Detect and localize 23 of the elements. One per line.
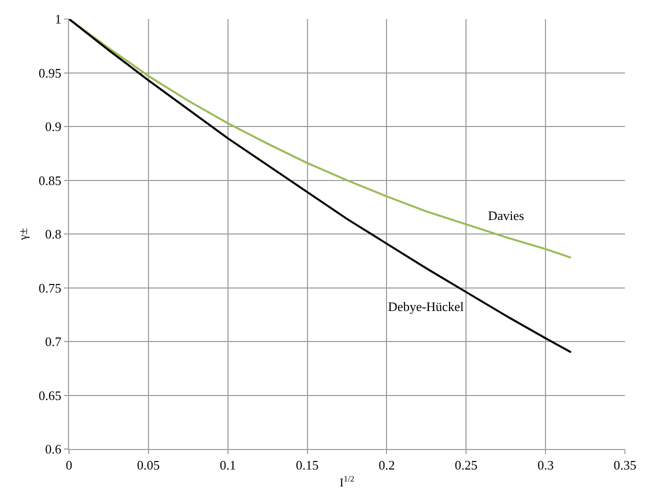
- series-label: Debye-Hückel: [388, 299, 464, 314]
- x-axis-title: I$^{1/2}$: [340, 474, 354, 490]
- y-tick-label: 0.9: [45, 119, 62, 134]
- y-tick-label: 0.65: [38, 388, 62, 403]
- x-tick-label: 0: [66, 458, 72, 473]
- x-tick-label: 0.3: [537, 458, 554, 473]
- y-tick-label: 0.6: [45, 442, 62, 457]
- series-label: Davies: [488, 208, 524, 223]
- x-tick-label: 0.15: [296, 458, 319, 473]
- y-tick-label: 0.85: [38, 172, 62, 188]
- x-tick-label: 0.05: [137, 458, 160, 473]
- y-tick-label: 0.75: [38, 280, 62, 296]
- x-tick-label: 0.1: [220, 458, 236, 473]
- line-series: [69, 19, 572, 259]
- x-tick-label: 0.2: [378, 458, 395, 473]
- y-tick-label: 0.95: [38, 65, 62, 80]
- line-series: [69, 19, 572, 354]
- x-tick-label: 0.35: [614, 458, 636, 473]
- y-tick-label: 1: [54, 12, 62, 27]
- y-tick-label: 0.7: [45, 334, 62, 350]
- x-tick-label: 0.25: [454, 458, 478, 473]
- y-axis-title: γ±: [16, 228, 30, 241]
- y-tick-label: 0.8: [45, 226, 62, 242]
